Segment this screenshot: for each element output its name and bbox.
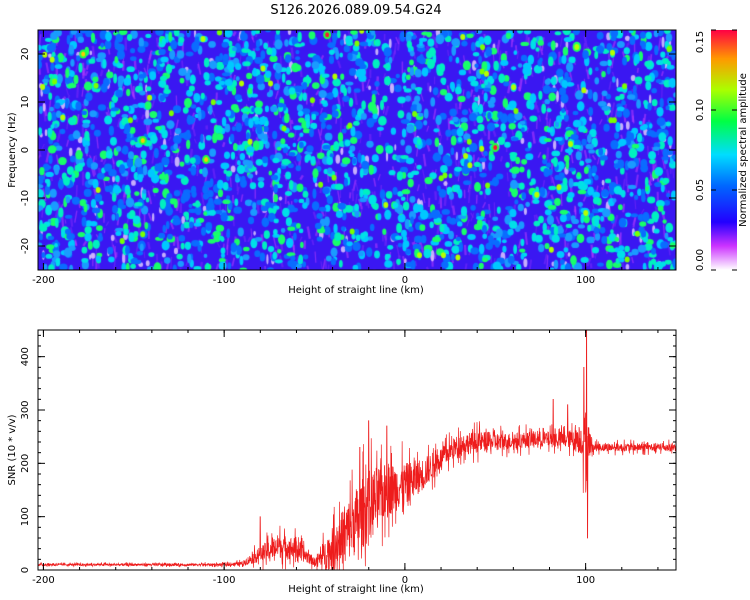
heatmap-ytick-label: -20	[20, 238, 31, 254]
heatmap-ytick-label: 10	[20, 96, 31, 109]
heatmap-ytick-label: -10	[20, 190, 31, 206]
snr-series-line	[37, 329, 677, 571]
snr-panel: -200 -100 0 100 0 100 200 300 400 Height of stra…	[7, 329, 677, 595]
colorbar-ticks: 0.15 0.10 0.05 0.00	[695, 29, 737, 271]
figure-title: S126.2026.089.09.54.G24	[270, 3, 441, 18]
snr-ytick-label: 0	[20, 567, 31, 573]
snr-ytick-label: 100	[20, 507, 31, 526]
snr-ytick-label: 300	[20, 400, 31, 419]
heatmap-xtick-label: 0	[402, 275, 408, 286]
heatmap-xtick-label: -100	[213, 275, 236, 286]
snr-xlabel: Height of straight line (km)	[288, 584, 424, 595]
colorbar-tick-label: 0.10	[695, 99, 706, 121]
colorbar-gradient	[711, 30, 737, 270]
snr-xtick-label: -100	[213, 575, 236, 586]
heatmap-xtick-label: -200	[32, 275, 55, 286]
snr-ytick-label: 200	[20, 454, 31, 473]
snr-ytick-label: 400	[20, 347, 31, 366]
snr-xtick-label: 0	[402, 575, 408, 586]
colorbar-label: Normalized spectral amplitude	[738, 73, 749, 227]
snr-xtick-label: 100	[576, 575, 595, 586]
snr-ticks: -200 -100 0 100 0 100 200 300 400	[20, 330, 676, 586]
heatmap-xlabel: Height of straight line (km)	[288, 285, 424, 296]
heatmap-ytick-label: 20	[20, 48, 31, 61]
snr-frame	[37, 329, 677, 571]
snr-xtick-label: -200	[32, 575, 55, 586]
colorbar-tick-label: 0.15	[695, 31, 706, 53]
heatmap-xtick-label: 100	[576, 275, 595, 286]
spectral-heatmap-image	[38, 30, 676, 270]
colorbar-tick-label: 0.00	[695, 249, 706, 271]
colorbar-tick-label: 0.05	[695, 179, 706, 201]
heatmap-ytick-label: 0	[20, 147, 31, 153]
heatmap-ylabel: Frequency (Hz)	[7, 112, 18, 188]
snr-ylabel: SNR (10 * v/v)	[7, 414, 18, 485]
colorbar: 0.15 0.10 0.05 0.00 Normalized spectral amp…	[695, 29, 749, 271]
